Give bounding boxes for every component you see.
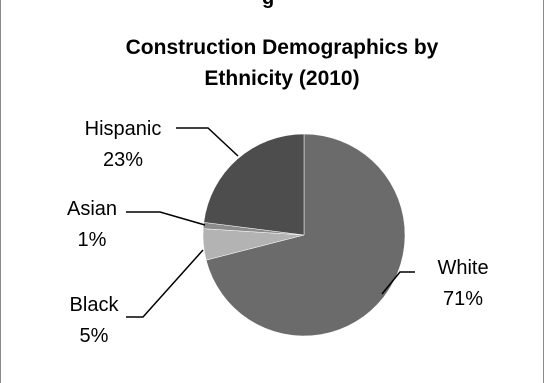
- label-white-name: White: [437, 257, 488, 279]
- pie-slice-hispanic: [203, 133, 305, 236]
- label-hispanic-name: Hispanic: [85, 118, 162, 140]
- label-asian-percent: 1%: [78, 229, 107, 251]
- label-black-percent: 5%: [80, 325, 109, 347]
- label-asian-name: Asian: [67, 198, 117, 220]
- chart-title-line-1: Construction Demographics by: [126, 36, 439, 59]
- leader-line-white: [381, 271, 415, 295]
- chart-title-line-2: Ethnicity (2010): [204, 67, 359, 90]
- leader-line-hispanic: [176, 127, 239, 157]
- pie-slices: [202, 133, 406, 337]
- top-text-fragment: g: [262, 0, 274, 9]
- label-hispanic-percent: 23%: [103, 149, 143, 171]
- pie-slice-white: [205, 133, 406, 337]
- label-white-percent: 71%: [443, 288, 483, 310]
- leader-line-black: [126, 249, 204, 318]
- label-black-name: Black: [70, 294, 120, 316]
- leader-line-asian: [126, 211, 206, 226]
